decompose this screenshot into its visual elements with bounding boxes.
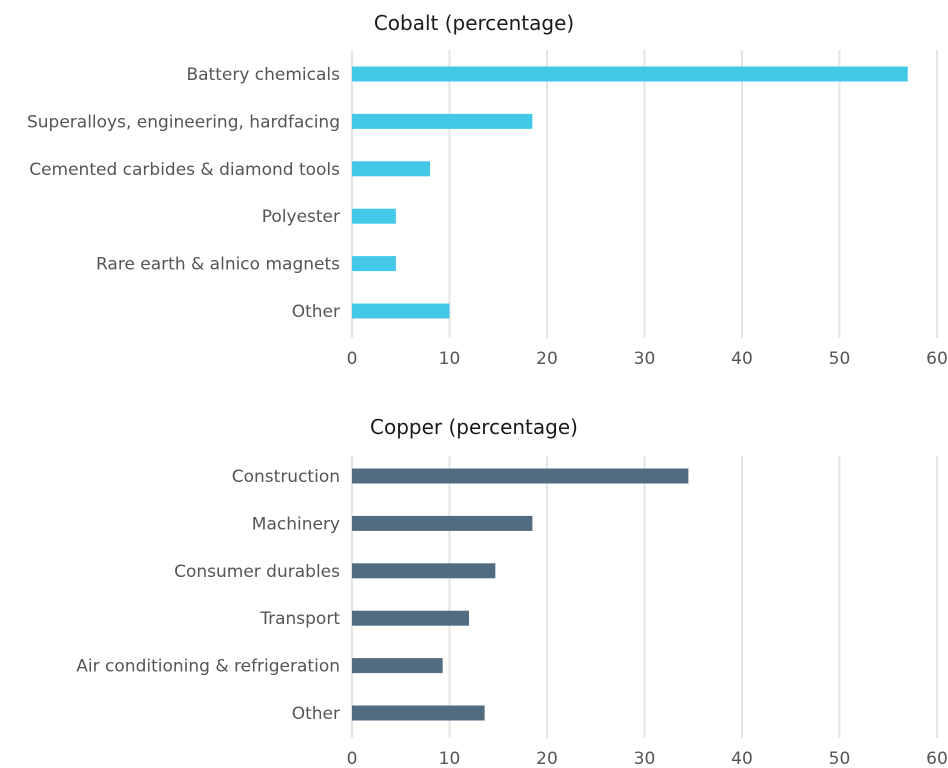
bar (352, 113, 533, 129)
chart-title: Copper (percentage) (370, 415, 578, 439)
bar (352, 208, 396, 224)
x-tick-label: 50 (829, 349, 851, 369)
x-tick-label: 40 (731, 349, 753, 369)
chart-title: Cobalt (percentage) (374, 11, 574, 35)
category-label: Polyester (262, 207, 340, 227)
x-tick-label: 40 (731, 749, 753, 768)
bar (352, 161, 430, 177)
x-tick-label: 30 (634, 349, 656, 369)
bar (352, 66, 908, 82)
bar (352, 610, 469, 626)
chart-panel-1: Copper (percentage) 0 10 20 30 40 50 60 Construc… (76, 415, 948, 768)
x-tick-label: 20 (536, 349, 558, 369)
category-label: Other (292, 704, 340, 724)
bar (352, 468, 689, 484)
bar (352, 303, 450, 319)
category-label: Cemented carbides & diamond tools (29, 160, 340, 180)
category-label: Transport (259, 609, 340, 629)
x-tick-label: 10 (439, 349, 461, 369)
x-tick-label: 30 (634, 749, 656, 768)
x-tick-label: 0 (347, 349, 358, 369)
x-tick-label: 20 (536, 749, 558, 768)
category-label: Other (292, 302, 340, 322)
category-label: Battery chemicals (186, 65, 340, 85)
bar (352, 515, 533, 531)
category-label: Air conditioning & refrigeration (76, 657, 340, 677)
x-tick-label: 60 (926, 749, 948, 768)
x-tick-label: 0 (347, 749, 358, 768)
category-label: Construction (232, 467, 340, 487)
bar (352, 563, 496, 579)
category-label: Rare earth & alnico magnets (96, 255, 340, 275)
category-label: Superalloys, engineering, hardfacing (27, 112, 340, 132)
x-tick-label: 60 (926, 349, 948, 369)
x-tick-label: 10 (439, 749, 461, 768)
chart-panel-0: Cobalt (percentage) 0 10 20 30 40 50 60 Battery … (27, 11, 948, 369)
category-label: Machinery (252, 514, 340, 534)
x-tick-label: 50 (829, 749, 851, 768)
bar (352, 705, 485, 721)
category-label: Consumer durables (174, 562, 340, 582)
bar (352, 256, 396, 272)
bar (352, 658, 443, 674)
